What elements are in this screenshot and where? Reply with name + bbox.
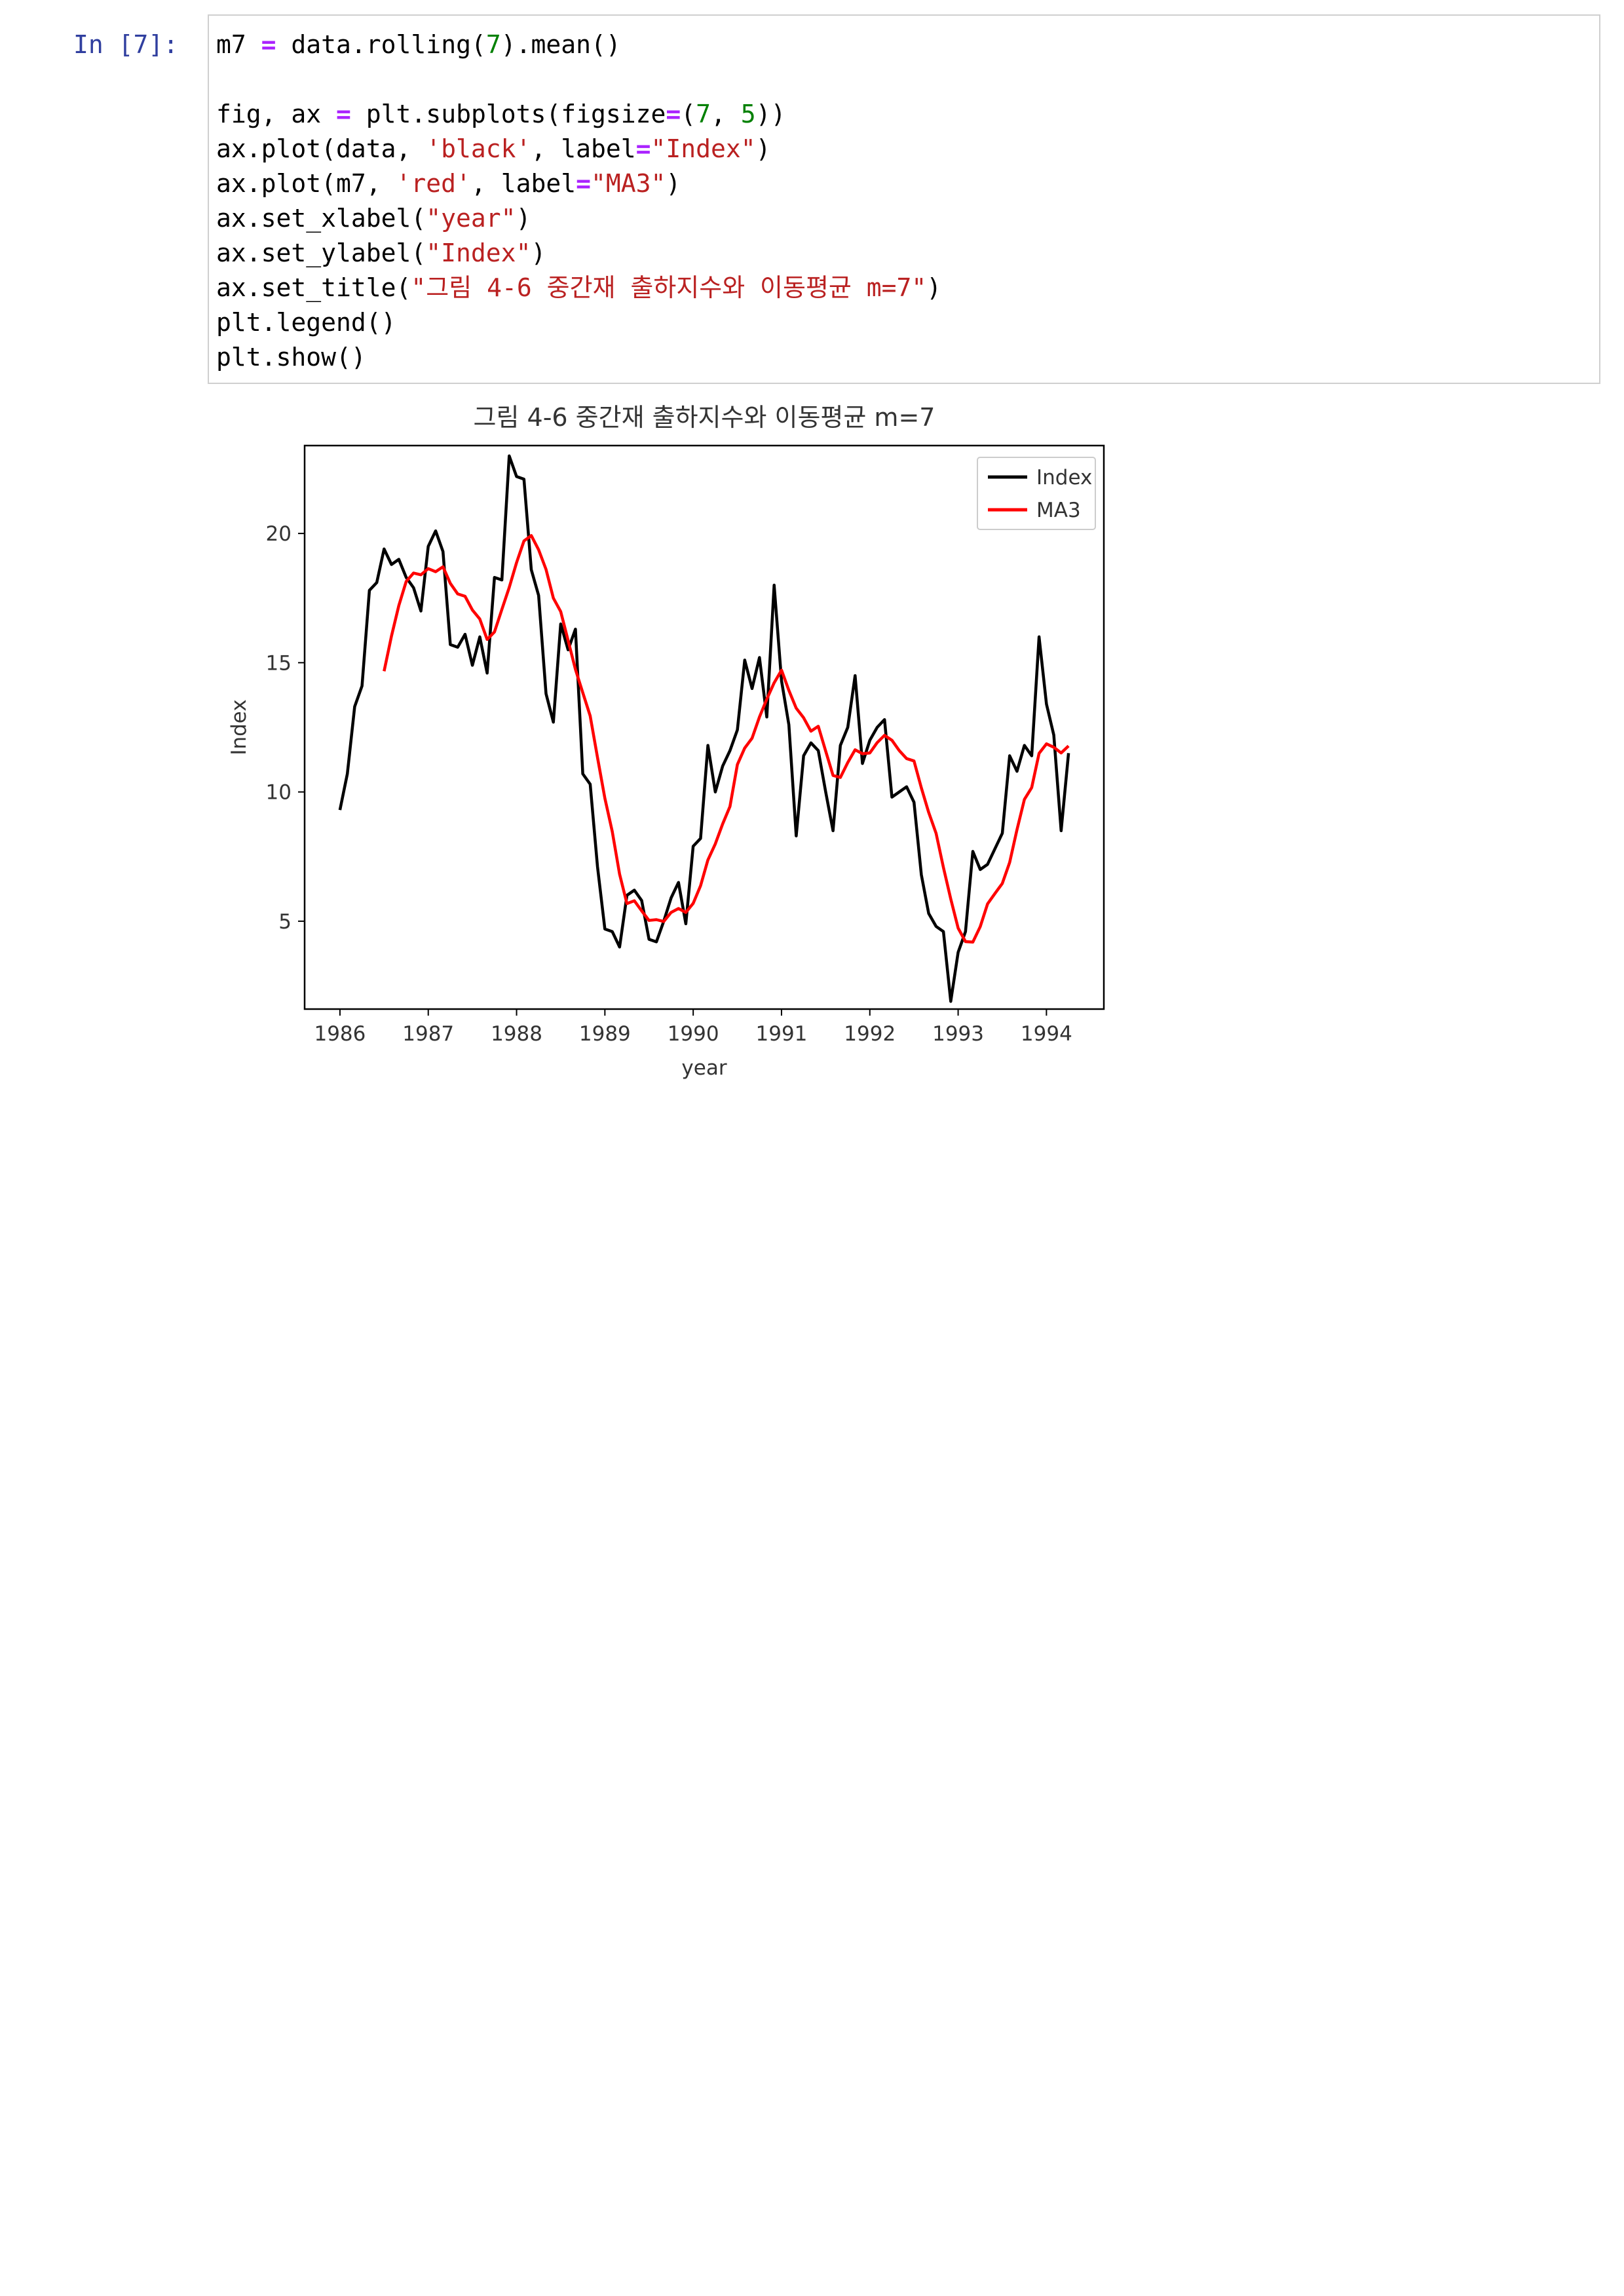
code-token: data.rolling( xyxy=(276,30,486,59)
code-token: ) xyxy=(755,134,771,163)
x-tick-label: 1989 xyxy=(579,1022,631,1046)
x-axis-label: year xyxy=(681,1056,727,1080)
x-tick-label: 1994 xyxy=(1021,1022,1072,1046)
code-token: "Index" xyxy=(651,134,756,163)
code-token: = xyxy=(666,100,681,128)
code-token: ax.set_xlabel( xyxy=(216,204,426,233)
code-token: 'black' xyxy=(426,134,531,163)
legend-label-ma3: MA3 xyxy=(1036,499,1081,522)
code-token: 7 xyxy=(485,30,501,59)
output-figure: 1986 1987 1988 1989 1990 1991 1992 1993 1994 5 10… xyxy=(216,393,1199,1091)
y-axis-label: Index xyxy=(227,699,251,755)
y-tick-label: 5 xyxy=(278,910,292,934)
code-token: = xyxy=(635,134,651,163)
legend-label-index: Index xyxy=(1036,466,1092,489)
code-line: ax.set_ylabel("Index") xyxy=(216,236,941,271)
code-token: , label xyxy=(470,169,576,198)
code-token: fig, ax xyxy=(216,100,337,128)
code-token: "MA3" xyxy=(590,169,666,198)
series-index xyxy=(338,454,1070,1003)
code-token: ) xyxy=(531,239,546,267)
code-input-area[interactable] xyxy=(208,14,1600,384)
x-tick-label: 1992 xyxy=(844,1022,896,1046)
y-tick-label: 20 xyxy=(266,522,292,546)
x-tick-label: 1993 xyxy=(932,1022,984,1046)
code-token: = xyxy=(336,100,351,128)
code-token: ax.plot(m7, xyxy=(216,169,396,198)
code-token: ax.set_title( xyxy=(216,273,411,302)
x-tick-label: 1990 xyxy=(668,1022,719,1046)
x-tick-label: 1991 xyxy=(756,1022,808,1046)
code-token: m7 xyxy=(216,30,261,59)
chart-title: 그림 4-6 중간재 출하지수와 이동평균 m=7 xyxy=(474,403,935,432)
code-token: "year" xyxy=(426,204,516,233)
y-tick-label: 10 xyxy=(266,781,292,805)
code-line: ax.set_xlabel("year") xyxy=(216,201,941,236)
legend: Index MA3 xyxy=(977,457,1096,530)
code-token: , label xyxy=(531,134,636,163)
code-token: ).mean() xyxy=(500,30,621,59)
code-token: = xyxy=(261,30,276,59)
x-tick-label: 1986 xyxy=(314,1022,366,1046)
code-line: plt.show() xyxy=(216,340,941,375)
x-tick-label: 1988 xyxy=(491,1022,542,1046)
code-token: plt.subplots(figsize xyxy=(350,100,666,128)
series-line-index xyxy=(338,454,1070,1003)
code-token: "Index" xyxy=(426,239,531,267)
code-line: ax.plot(m7, 'red', label="MA3") xyxy=(216,166,941,201)
code-line: ax.plot(data, 'black', label="Index") xyxy=(216,132,941,166)
code-token: ax.set_ylabel( xyxy=(216,239,426,267)
code-token: 5 xyxy=(740,100,756,128)
code-token: , xyxy=(711,100,741,128)
code-line: plt.legend() xyxy=(216,305,941,340)
code-token: ax.plot(data, xyxy=(216,134,426,163)
axes-frame xyxy=(303,444,1105,1010)
series-line-ma3 xyxy=(383,534,1070,944)
code-line: ax.set_title("그림 4-6 중간재 출하지수와 이동평균 m=7"… xyxy=(216,271,941,305)
code-token: ) xyxy=(926,273,942,302)
code-line: m7 = data.rolling(7).mean() xyxy=(216,28,941,62)
code-token: ) xyxy=(666,169,681,198)
code-token: "그림 4-6 중간재 출하지수와 이동평균 m=7" xyxy=(411,273,927,302)
code-token: plt.show() xyxy=(216,343,366,372)
code-line: fig, ax = plt.subplots(figsize=(7, 5)) xyxy=(216,97,941,132)
code-token: 'red' xyxy=(396,169,471,198)
code-token: )) xyxy=(755,100,786,128)
code-editor[interactable]: m7 = data.rolling(7).mean() fig, ax = plt… xyxy=(216,28,941,375)
code-token: ) xyxy=(516,204,531,233)
code-token: = xyxy=(576,169,591,198)
code-token: ( xyxy=(681,100,696,128)
y-tick-label: 15 xyxy=(266,651,292,675)
code-token: 7 xyxy=(696,100,711,128)
series-ma3 xyxy=(383,534,1070,944)
code-line xyxy=(216,62,941,97)
code-token: plt.legend() xyxy=(216,308,396,337)
line-chart: 1986 1987 1988 1989 1990 1991 1992 1993 1994 5 10… xyxy=(227,403,1105,1080)
cell-prompt: In [7]: xyxy=(73,30,179,59)
x-tick-label: 1987 xyxy=(402,1022,454,1046)
